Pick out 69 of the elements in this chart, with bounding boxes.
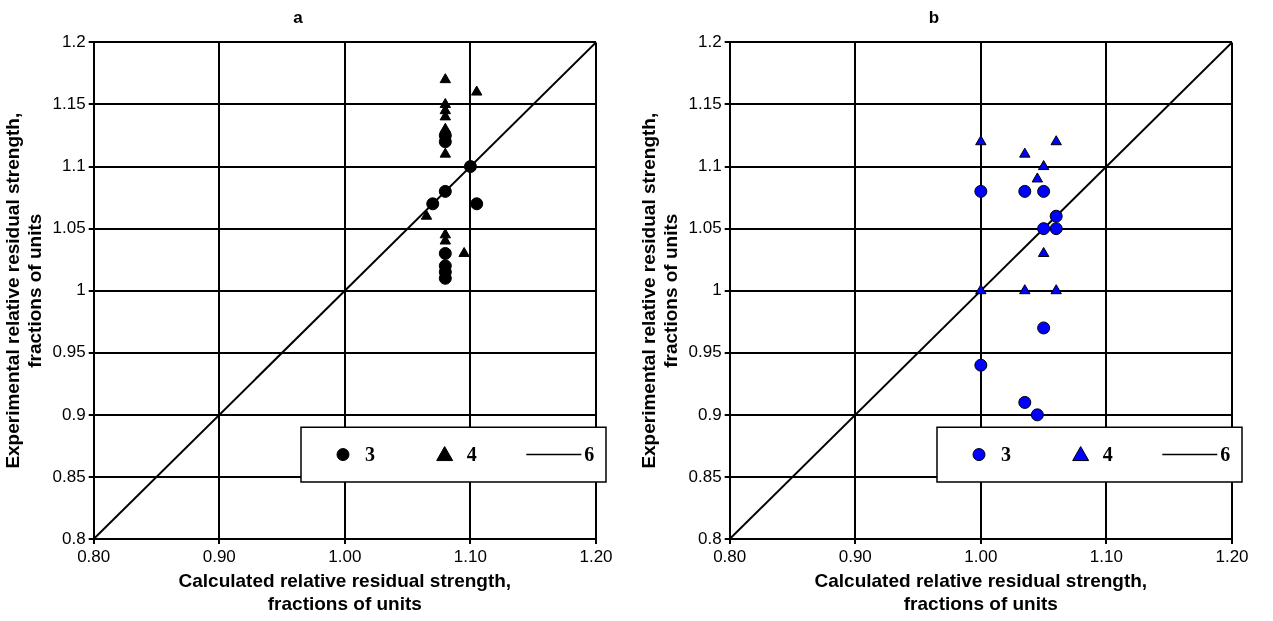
y-tick-label: 0.8 [62, 528, 86, 548]
legend-label: 3 [365, 442, 375, 465]
legend-label: 4 [466, 442, 477, 465]
point [439, 73, 451, 84]
y-tick-label: 0.9 [62, 404, 86, 424]
x-tick-label: 1.00 [964, 546, 998, 566]
point [1030, 408, 1044, 422]
point [438, 246, 452, 260]
point [420, 209, 433, 220]
point [1037, 184, 1051, 198]
y-tick-label: 1.05 [688, 218, 722, 238]
point [974, 358, 988, 372]
legend-label: 6 [584, 442, 595, 465]
y-tick-label: 1.1 [698, 156, 722, 176]
x-axis-title: Calculated relative residual strength, fractions of units [178, 570, 512, 614]
x-tick-label: 1.20 [1215, 546, 1249, 566]
y-tick-label: 1 [712, 280, 722, 300]
y-tick-label: 1.05 [52, 218, 86, 238]
point [1018, 395, 1032, 409]
point [1049, 209, 1063, 223]
point [1037, 222, 1051, 236]
point [1050, 284, 1062, 295]
x-tick-label: 1.20 [579, 546, 613, 566]
legend-label: 6 [1220, 442, 1231, 465]
point [463, 160, 477, 174]
x-tick-label: 1.10 [453, 546, 487, 566]
y-tick-label: 1 [76, 280, 86, 300]
y-tick-label: 1.15 [52, 94, 86, 114]
point [471, 85, 483, 96]
point [1050, 135, 1062, 146]
point [470, 197, 484, 211]
x-tick-label: 0.80 [713, 546, 747, 566]
point [1018, 184, 1032, 198]
y-tick-label: 0.85 [688, 466, 722, 486]
point [438, 184, 452, 198]
point [1019, 147, 1031, 158]
legend-label: 4 [1102, 442, 1113, 465]
x-tick-label: 1.00 [328, 546, 362, 566]
x-axis-title: Calculated relative residual strength, fractions of units [814, 570, 1148, 614]
chart-title: b [928, 7, 940, 27]
point [1037, 246, 1050, 257]
y-tick-label: 0.85 [52, 466, 86, 486]
point [458, 246, 470, 257]
point [1031, 172, 1044, 183]
point [1049, 222, 1063, 236]
chart-title: a [293, 7, 304, 27]
point [1019, 284, 1031, 295]
x-tick-label: 0.90 [202, 546, 236, 566]
y-tick-label: 1.2 [698, 32, 722, 52]
point [974, 184, 988, 198]
y-tick-label: 0.8 [698, 528, 722, 548]
legend-label: 3 [1001, 442, 1011, 465]
y-tick-label: 0.95 [52, 342, 86, 362]
y-axis-title: Experimental relative residual strength, fractions of units [1, 112, 46, 469]
x-tick-label: 0.90 [838, 546, 872, 566]
point [975, 284, 987, 295]
point [975, 135, 987, 146]
y-tick-label: 1.1 [62, 156, 86, 176]
point [1037, 160, 1050, 171]
x-tick-label: 1.10 [1089, 546, 1123, 566]
point [1037, 321, 1051, 335]
point [439, 147, 451, 158]
y-tick-label: 0.95 [688, 342, 722, 362]
x-tick-label: 0.80 [77, 546, 111, 566]
y-tick-label: 1.15 [688, 94, 722, 114]
point [426, 197, 440, 211]
y-axis-title: Experimental relative residual strength, fractions of units [637, 112, 682, 469]
y-tick-label: 1.2 [62, 32, 86, 52]
y-tick-label: 0.9 [698, 404, 722, 424]
